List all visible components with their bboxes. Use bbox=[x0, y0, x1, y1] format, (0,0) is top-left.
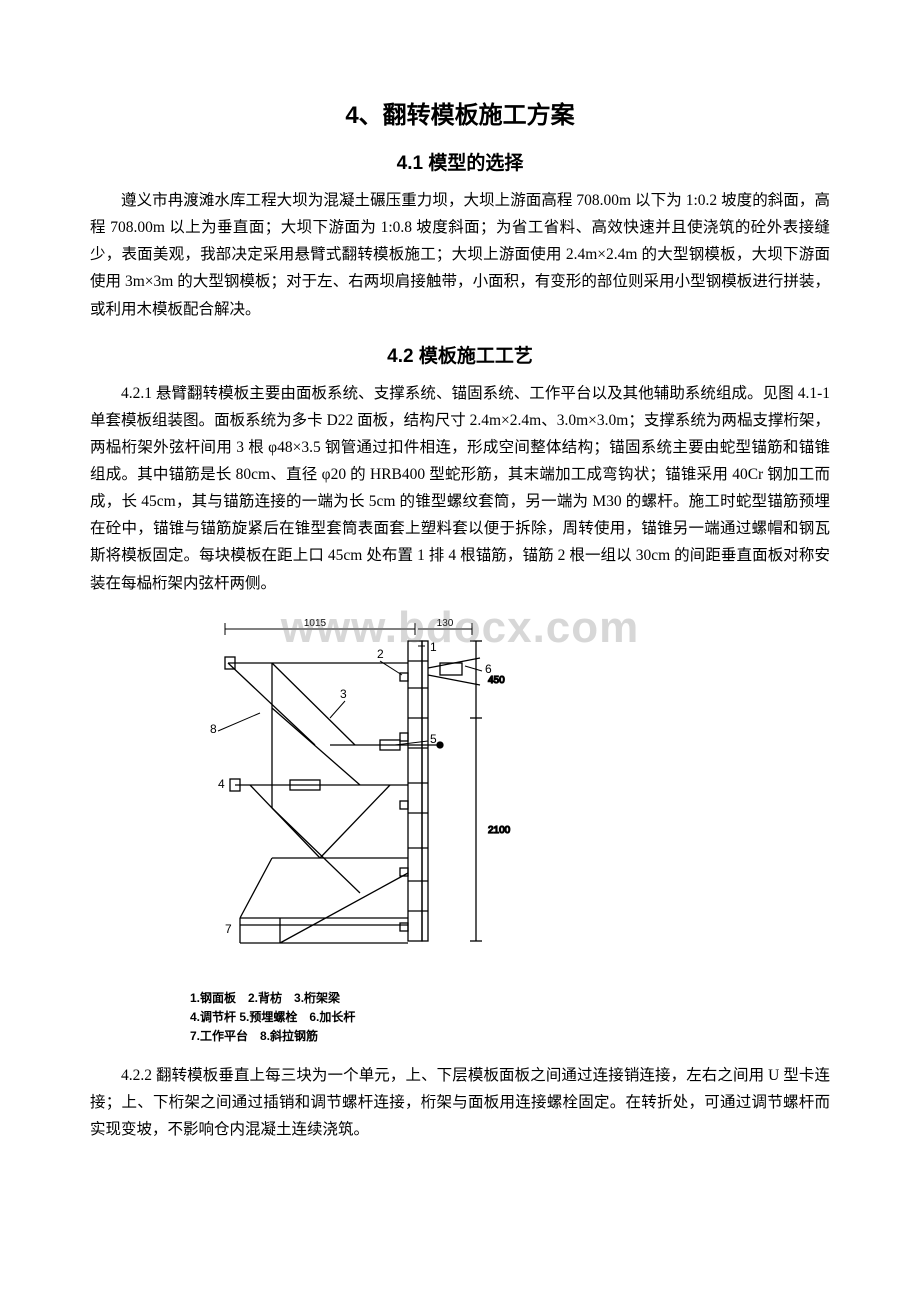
label-3: 3 bbox=[340, 687, 347, 701]
para-4-2-1: 4.2.1 悬臂翻转模板主要由面板系统、支撑系统、锚固系统、工作平台以及其他辅助… bbox=[90, 380, 830, 597]
svg-text:2100: 2100 bbox=[488, 825, 511, 836]
diagram-legend: 1.钢面板 2.背枋 3.桁架梁 4.调节杆 5.预埋螺栓 6.加长杆 7.工作… bbox=[190, 989, 830, 1047]
label-6: 6 bbox=[485, 662, 492, 676]
label-1: 1 bbox=[430, 640, 437, 654]
legend-line-2: 4.调节杆 5.预埋螺栓 6.加长杆 bbox=[190, 1008, 830, 1027]
legend-line-3: 7.工作平台 8.斜拉钢筋 bbox=[190, 1027, 830, 1046]
label-5: 5 bbox=[430, 732, 437, 746]
dim-top: 1015 bbox=[304, 618, 327, 629]
label-2: 2 bbox=[377, 647, 384, 661]
section-4-1-title: 4.1 模型的选择 bbox=[90, 148, 830, 175]
title-main: 4、翻转模板施工方案 bbox=[90, 95, 830, 130]
assembly-diagram: 1015 130 bbox=[180, 613, 520, 983]
svg-text:450: 450 bbox=[488, 675, 505, 686]
legend-line-1: 1.钢面板 2.背枋 3.桁架梁 bbox=[190, 989, 830, 1008]
label-4: 4 bbox=[218, 777, 225, 791]
label-7: 7 bbox=[225, 922, 232, 936]
para-4-2-2: 4.2.2 翻转模板垂直上每三块为一个单元，上、下层模板面板之间通过连接销连接，… bbox=[90, 1062, 830, 1143]
para-4-1: 遵义市冉渡滩水库工程大坝为混凝土碾压重力坝，大坝上游面高程 708.00m 以下… bbox=[90, 187, 830, 323]
label-8: 8 bbox=[210, 722, 217, 736]
section-4-2-title: 4.2 模板施工工艺 bbox=[90, 341, 830, 368]
dim-right: 130 bbox=[437, 618, 454, 629]
diagram-figure: 1015 130 bbox=[180, 613, 830, 1047]
